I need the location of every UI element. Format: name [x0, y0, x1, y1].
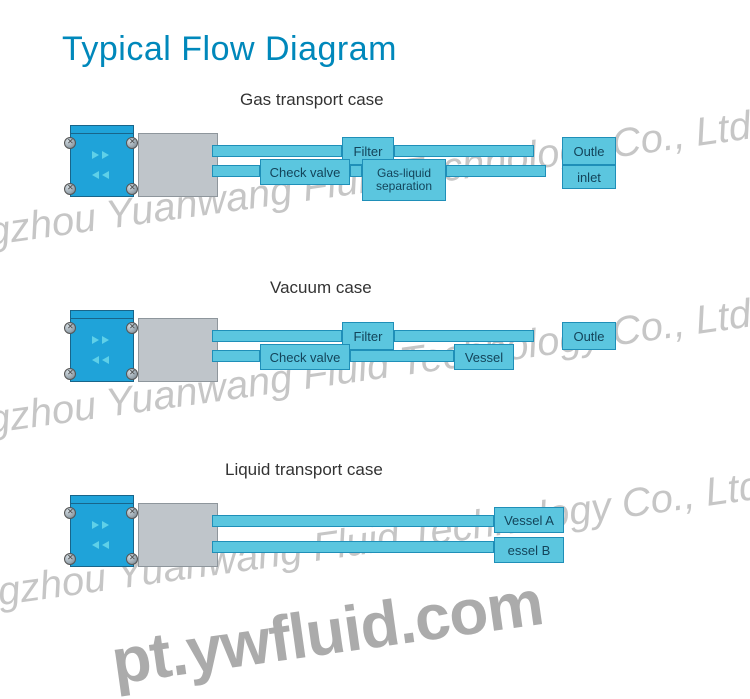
gas-liquid-block: Gas-liquid separation: [362, 159, 446, 201]
screw-icon: [64, 368, 76, 380]
outlet-block: Outle: [562, 137, 616, 165]
arrow-right-icon: [102, 521, 109, 529]
arrow-left-icon: [92, 356, 99, 364]
check-valve-block: Check valve: [260, 159, 350, 185]
arrow-left-icon: [102, 541, 109, 549]
arrow-right-icon: [102, 336, 109, 344]
pump: [62, 125, 142, 205]
pump: [62, 310, 142, 390]
arrow-left-icon: [92, 171, 99, 179]
motor: [138, 503, 218, 567]
screw-icon: [126, 368, 138, 380]
arrow-right-icon: [92, 521, 99, 529]
screw-icon: [126, 183, 138, 195]
arrow-right-icon: [102, 151, 109, 159]
arrow-left-icon: [102, 356, 109, 364]
pipe: [350, 350, 454, 362]
arrow-left-icon: [102, 171, 109, 179]
screw-icon: [64, 553, 76, 565]
pipe: [212, 145, 342, 157]
liquid-subtitle: Liquid transport case: [225, 460, 383, 480]
vacuum-section: Filter Outle Check valve Vessel: [62, 300, 682, 410]
outlet-block: Outle: [562, 322, 616, 350]
pipe: [446, 165, 546, 177]
screw-icon: [126, 553, 138, 565]
pipe: [394, 145, 534, 157]
screw-icon: [126, 322, 138, 334]
pump-body: [70, 503, 134, 567]
gas-section: Filter Outle Check valve Gas-liquid sepa…: [62, 115, 682, 225]
vacuum-subtitle: Vacuum case: [270, 278, 372, 298]
inlet-block: inlet: [562, 165, 616, 189]
motor: [138, 133, 218, 197]
pipe: [212, 165, 260, 177]
arrow-left-icon: [92, 541, 99, 549]
screw-icon: [64, 137, 76, 149]
vessel-b-block: essel B: [494, 537, 564, 563]
motor: [138, 318, 218, 382]
pipe: [350, 165, 362, 177]
screw-icon: [64, 507, 76, 519]
pipe: [394, 330, 534, 342]
pipe: [212, 515, 494, 527]
pipe: [212, 350, 260, 362]
screw-icon: [64, 183, 76, 195]
pump-body: [70, 318, 134, 382]
pump: [62, 495, 142, 575]
vessel-a-block: Vessel A: [494, 507, 564, 533]
screw-icon: [126, 137, 138, 149]
pump-body: [70, 133, 134, 197]
screw-icon: [64, 322, 76, 334]
liquid-section: Vessel A essel B: [62, 485, 682, 595]
arrow-right-icon: [92, 336, 99, 344]
pipe: [212, 541, 494, 553]
gas-subtitle: Gas transport case: [240, 90, 384, 110]
pipe: [212, 330, 342, 342]
page-title: Typical Flow Diagram: [62, 30, 397, 69]
check-valve-block: Check valve: [260, 344, 350, 370]
arrow-right-icon: [92, 151, 99, 159]
screw-icon: [126, 507, 138, 519]
vessel-block: Vessel: [454, 344, 514, 370]
